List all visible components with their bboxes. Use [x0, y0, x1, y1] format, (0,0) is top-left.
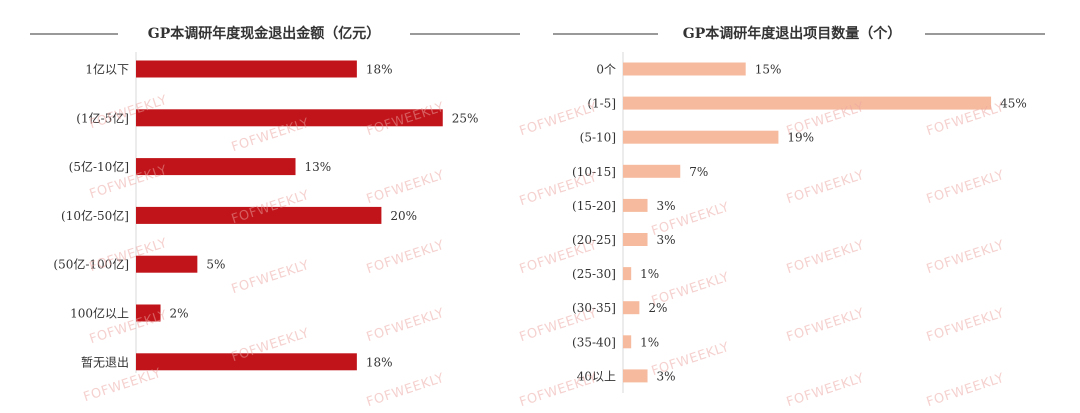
- bar: [136, 206, 382, 224]
- category-label: 1亿以下: [85, 62, 129, 77]
- left-chart-title: GP本调研年度现金退出金额（亿元）: [148, 25, 380, 42]
- value-label: 5%: [206, 258, 225, 272]
- category-label: (15-20]: [572, 199, 616, 213]
- value-label: 18%: [366, 63, 393, 77]
- bar: [623, 198, 648, 212]
- value-label: 45%: [1000, 97, 1027, 111]
- bar: [136, 158, 296, 176]
- value-label: 15%: [755, 63, 782, 77]
- bar: [623, 301, 640, 315]
- bar: [623, 96, 992, 110]
- value-label: 7%: [689, 165, 708, 179]
- category-label: 暂无退出: [81, 355, 129, 369]
- value-label: 2%: [170, 307, 189, 321]
- category-label: (10亿-50亿]: [61, 208, 129, 223]
- right-chart-title: GP本调研年度退出项目数量（个）: [683, 25, 901, 42]
- value-label: 3%: [657, 199, 676, 213]
- category-label: (25-30]: [572, 267, 616, 281]
- category-label: (35-40]: [572, 335, 616, 349]
- value-label: 20%: [390, 209, 417, 223]
- category-label: (30-35]: [572, 301, 616, 315]
- bar: [136, 255, 198, 273]
- category-label: 100亿以上: [70, 306, 129, 321]
- value-label: 1%: [640, 267, 659, 281]
- category-label: (5-10]: [580, 131, 616, 145]
- bar: [136, 109, 443, 127]
- value-label: 3%: [657, 369, 676, 383]
- bar: [136, 353, 357, 371]
- category-label: (10-15]: [572, 165, 616, 179]
- left-chart-amount: GP本调研年度现金退出金额（亿元） 1亿以下 18% (1亿-5亿] 25% (5亿-1…: [30, 25, 520, 373]
- category-label: (1亿-5亿]: [76, 110, 129, 125]
- category-label: (1-5]: [587, 97, 616, 111]
- bar: [623, 369, 648, 383]
- value-label: 19%: [787, 131, 814, 145]
- value-label: 13%: [305, 160, 332, 174]
- bar: [623, 233, 648, 246]
- bar: [623, 130, 779, 144]
- category-label: (50亿-100亿]: [53, 257, 129, 272]
- bar: [136, 60, 357, 78]
- bar: [623, 267, 632, 281]
- value-label: 18%: [366, 355, 393, 369]
- category-label: (5亿-10亿]: [69, 159, 129, 174]
- right-chart-count: GP本调研年度退出项目数量（个） 0个 15% (1-5] 45% (5-10] 19% (…: [553, 25, 1045, 393]
- category-label: 40以上: [577, 369, 616, 383]
- value-label: 1%: [640, 335, 659, 349]
- value-label: 25%: [452, 111, 479, 125]
- bar: [623, 164, 681, 178]
- bar: [623, 62, 746, 76]
- value-label: 3%: [657, 233, 676, 247]
- bar: [623, 335, 632, 349]
- category-label: 0个: [596, 63, 616, 77]
- bar: [136, 304, 161, 322]
- category-label: (20-25]: [572, 233, 616, 247]
- value-label: 2%: [648, 301, 667, 315]
